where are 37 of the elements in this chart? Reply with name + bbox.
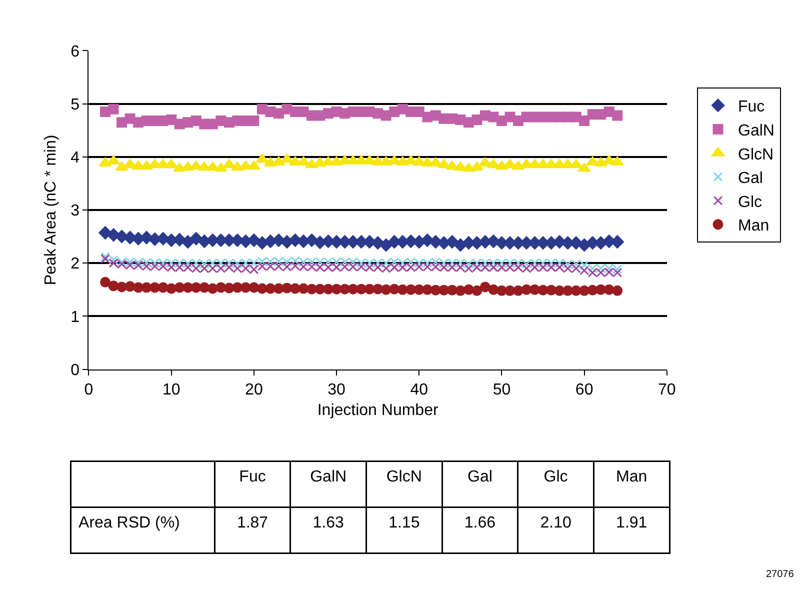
x-tick-label: 0 <box>84 381 94 398</box>
y-tick-label: 0 <box>70 362 80 379</box>
data-label: 1.15 <box>388 514 420 532</box>
x-tick-label: 60 <box>575 381 594 398</box>
x-axis-title: Injection Number <box>317 402 439 420</box>
text: 27076 <box>766 569 794 580</box>
data-label: 1.91 <box>616 514 648 532</box>
category-label: Man <box>616 468 648 486</box>
legend-label: Glc <box>738 194 762 211</box>
y-tick-label: 1 <box>70 308 80 326</box>
category-label: Fuc <box>239 468 266 486</box>
category-label: Glc <box>544 468 568 486</box>
legend-label: Fuc <box>738 98 765 116</box>
category-label: GalN <box>310 468 347 486</box>
x-tick-label: 40 <box>410 381 428 398</box>
y-tick-label: 3 <box>70 202 80 220</box>
x-tick-label: 20 <box>245 381 263 398</box>
y-axis-title: Peak Area (nC * min) <box>42 134 60 286</box>
y-tick-label: 4 <box>70 149 80 166</box>
x-tick-label: 30 <box>328 381 346 398</box>
x-tick-label: 10 <box>162 381 180 398</box>
data-label: 1.87 <box>236 514 268 532</box>
legend-label: GlcN <box>738 146 774 164</box>
y-tick-label: 6 <box>70 43 80 60</box>
data-label: 1.66 <box>464 514 496 532</box>
x-tick-label: 50 <box>492 381 511 398</box>
category-label: Gal <box>468 468 492 486</box>
legend-label: GalN <box>738 122 774 140</box>
y-tick-label: 5 <box>70 96 80 114</box>
legend-label: Man <box>738 218 770 235</box>
text: Area RSD (%) <box>78 514 180 532</box>
category-label: GlcN <box>386 468 422 486</box>
legend-label: Gal <box>738 170 763 188</box>
data-label: 2.10 <box>540 514 572 532</box>
x-tick-label: 70 <box>658 381 676 398</box>
y-tick-label: 2 <box>70 256 80 273</box>
data-label: 1.63 <box>312 514 344 532</box>
